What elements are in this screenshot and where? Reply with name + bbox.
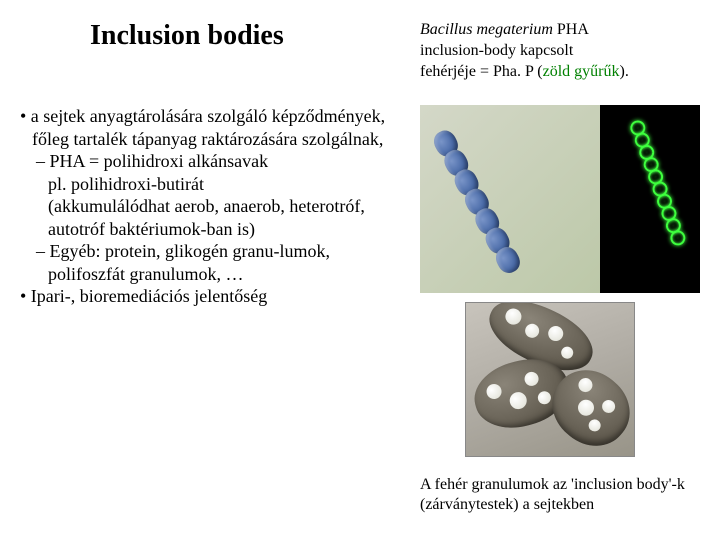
- figure-bottom: [465, 302, 635, 457]
- bullet-item: • Ipari-, bioremediációs jelentőség: [20, 285, 400, 308]
- caption-text: ).: [619, 63, 628, 80]
- figure-bottom-caption: A fehér granulumok az 'inclusion body'-k…: [420, 475, 710, 515]
- sub-item: – Egyéb: protein, glikogén granu-lumok, …: [36, 240, 400, 285]
- species-name: Bacillus megaterium: [420, 21, 553, 38]
- sub-item: – PHA = polihidroxi alkánsavak: [36, 150, 400, 173]
- caption-text: PHA: [553, 21, 589, 38]
- figure-top: [420, 105, 700, 293]
- sub-item-cont: (akkumulálódhat aerob, anaerob, heterotr…: [48, 195, 400, 240]
- microscopy-image: [420, 105, 600, 293]
- bullet-item: • a sejtek anyagtárolására szolgáló képz…: [20, 105, 400, 150]
- caption-text: fehérjéje = Pha. P (: [420, 63, 543, 80]
- figure-top-caption: Bacillus megaterium PHA inclusion-body k…: [420, 20, 700, 82]
- body-content: • a sejtek anyagtárolására szolgáló képz…: [20, 105, 400, 308]
- fluorescence-image: [600, 105, 700, 293]
- caption-text: inclusion-body kapcsolt: [420, 42, 573, 59]
- fluorescent-chain: [628, 118, 687, 245]
- sub-item-cont: pl. polihidroxi-butirát: [48, 173, 400, 196]
- green-text: zöld gyűrűk: [543, 63, 620, 80]
- bacteria-chain: [430, 127, 522, 273]
